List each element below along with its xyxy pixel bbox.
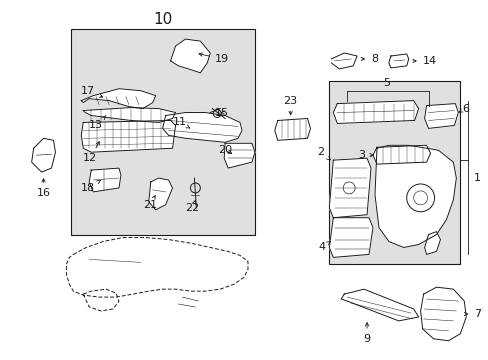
Text: 21: 21 — [142, 196, 157, 210]
Polygon shape — [274, 118, 310, 140]
Polygon shape — [89, 168, 121, 192]
Bar — [328, 81, 459, 264]
Polygon shape — [81, 121, 175, 152]
Polygon shape — [81, 89, 155, 109]
Text: 15: 15 — [215, 108, 229, 117]
Text: 5: 5 — [383, 78, 389, 88]
Polygon shape — [163, 113, 242, 142]
Polygon shape — [420, 287, 466, 341]
Text: 11: 11 — [172, 117, 189, 128]
Text: 7: 7 — [464, 309, 480, 319]
Text: 3: 3 — [357, 150, 372, 160]
Text: 20: 20 — [218, 145, 232, 155]
Polygon shape — [224, 143, 254, 168]
Polygon shape — [83, 108, 175, 122]
Polygon shape — [148, 178, 172, 210]
Text: 2: 2 — [317, 147, 330, 160]
Text: 10: 10 — [153, 12, 172, 27]
Polygon shape — [328, 158, 370, 218]
Polygon shape — [341, 289, 418, 321]
Text: 18: 18 — [81, 180, 101, 193]
Polygon shape — [388, 54, 408, 68]
Text: 23: 23 — [283, 95, 297, 115]
Text: 19: 19 — [199, 53, 229, 64]
Text: 1: 1 — [473, 173, 480, 183]
Text: 9: 9 — [363, 323, 370, 344]
Text: 8: 8 — [361, 54, 377, 64]
Text: 14: 14 — [412, 56, 436, 66]
Polygon shape — [424, 104, 457, 129]
Polygon shape — [170, 39, 210, 73]
Polygon shape — [328, 218, 372, 257]
Polygon shape — [32, 138, 55, 172]
Polygon shape — [374, 145, 455, 247]
Text: 16: 16 — [37, 179, 50, 198]
Polygon shape — [424, 231, 440, 255]
Text: 17: 17 — [81, 86, 102, 97]
Bar — [71, 29, 254, 235]
Text: 13: 13 — [89, 116, 106, 130]
Text: 22: 22 — [185, 200, 199, 213]
Polygon shape — [331, 53, 356, 69]
Text: 6: 6 — [458, 104, 468, 113]
Text: 12: 12 — [83, 141, 99, 163]
Polygon shape — [333, 100, 418, 123]
Text: 4: 4 — [318, 242, 330, 252]
Polygon shape — [372, 145, 429, 164]
